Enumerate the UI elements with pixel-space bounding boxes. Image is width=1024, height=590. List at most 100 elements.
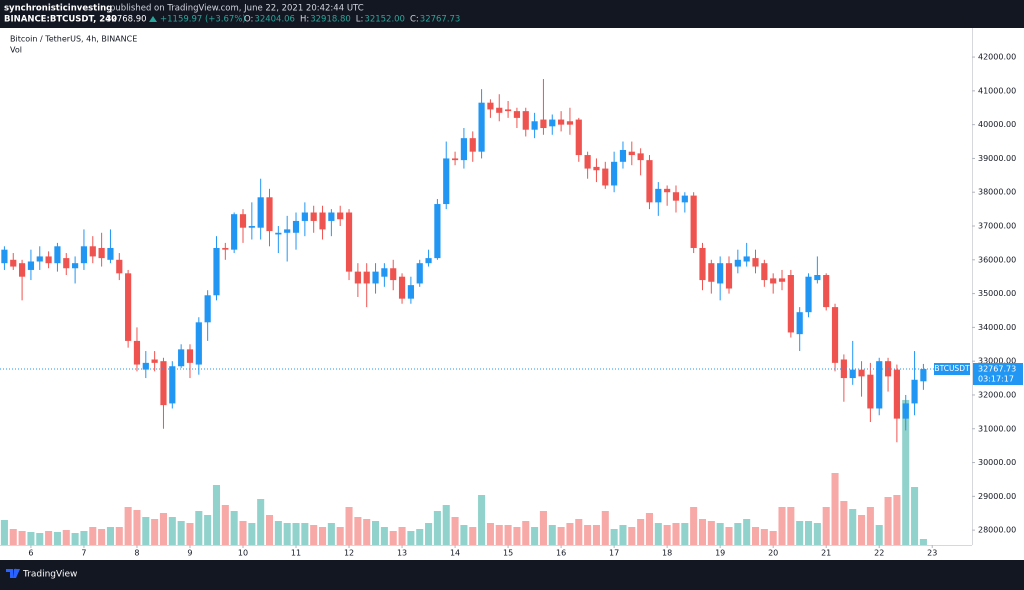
candle-body (584, 155, 591, 169)
x-tick-label: 13 (397, 549, 407, 558)
candle-body (487, 102, 494, 110)
candle-body (823, 275, 830, 308)
volume-bar (628, 527, 636, 545)
x-tick-label: 23 (927, 549, 937, 558)
candle-body (814, 275, 821, 281)
candle-body (116, 259, 123, 274)
candle-body (496, 107, 503, 113)
candle-body (213, 247, 220, 296)
volume-bar (504, 525, 512, 545)
candle-body (717, 263, 724, 284)
ohlc-value: 32404.06 (254, 15, 295, 25)
volume-bar (292, 523, 300, 545)
volume-bar (548, 525, 556, 545)
volume-bar (804, 521, 813, 545)
last-price: 32768.90 (106, 15, 147, 25)
candle-body (876, 361, 883, 409)
y-tick-label: 30000.00 (978, 458, 1016, 467)
volume-bar (71, 533, 79, 545)
candle-body (18, 263, 26, 277)
candle-body (27, 261, 35, 270)
candle-body (72, 263, 79, 269)
volume-bar (849, 509, 857, 545)
volume-bar (672, 523, 680, 545)
footer-bar (0, 560, 1024, 586)
candle-body (549, 119, 556, 127)
candle-body (575, 119, 582, 156)
volume-bar (106, 527, 114, 545)
candle-body (89, 246, 96, 257)
y-tick-label: 36000.00 (978, 255, 1016, 264)
candle-body (133, 340, 141, 365)
volume-bar (380, 527, 388, 545)
volume-bar (451, 517, 459, 545)
volume-bar (345, 507, 353, 545)
candle-body (354, 271, 361, 284)
logo (6, 568, 20, 578)
candle-body (902, 403, 909, 419)
volume-bar (769, 531, 777, 545)
volume-bar (301, 523, 309, 545)
volume-bar (9, 529, 17, 545)
volume-bar (690, 507, 698, 545)
volume-bar (610, 529, 618, 545)
candle-body (407, 285, 414, 299)
volume-bar (389, 531, 397, 545)
volume-bar (221, 505, 229, 545)
volume-bar (778, 507, 786, 545)
candle-body (619, 149, 627, 162)
candle-body (681, 195, 688, 203)
candle-body (345, 212, 353, 272)
volume-bar (133, 510, 141, 545)
y-tick-label: 38000.00 (978, 188, 1016, 197)
candle-body (504, 109, 512, 112)
candle-body (734, 259, 741, 267)
volume-bar (725, 527, 733, 545)
candle-body (778, 278, 786, 282)
volume-bar (919, 539, 927, 545)
candle-body (646, 160, 653, 203)
candle-body (672, 192, 680, 201)
x-tick-label: 12 (344, 549, 354, 558)
x-tick-label: 20 (768, 549, 778, 558)
volume-bar (195, 511, 203, 545)
candle-body (593, 166, 600, 171)
candle-body (98, 247, 105, 259)
volume-bar (115, 527, 123, 545)
volume-bar (557, 527, 565, 545)
candle-body (531, 121, 538, 130)
candle-body (416, 263, 423, 284)
volume-bar (858, 515, 866, 545)
volume-bar (875, 525, 883, 545)
candle-body (195, 322, 202, 365)
volume-bar (98, 529, 106, 545)
x-tick-label: 8 (134, 549, 139, 558)
volume-legend: Vol (10, 46, 22, 55)
candle-body (222, 247, 229, 250)
volume-bar (248, 523, 256, 545)
y-tick-label: 29000.00 (978, 492, 1016, 501)
candle-body (602, 168, 609, 186)
ohlc: O: 32404.06 H: 32918.80 L: 32152.00 C: 32767.73 (244, 15, 460, 25)
candle-body (787, 275, 794, 333)
candle-body (186, 349, 194, 363)
y-tick-label: 34000.00 (978, 323, 1016, 332)
candle-body (239, 214, 247, 228)
candle-body (558, 119, 565, 125)
volume-bar (274, 521, 282, 545)
candle-body (831, 307, 839, 363)
volume-bar (893, 495, 901, 545)
candle-body (522, 111, 529, 130)
volume-bar (425, 523, 433, 545)
volume-bar (186, 523, 194, 545)
volume-bar (53, 532, 61, 545)
candle-body (275, 232, 282, 235)
ohlc-value: 32152.00 (364, 15, 405, 25)
volume-bar (469, 527, 477, 545)
volume-bar (124, 507, 132, 545)
candle-body (858, 369, 865, 377)
volume-bar (442, 505, 450, 545)
candle-body (867, 374, 874, 409)
volume-bar (575, 519, 583, 545)
candle-body (752, 258, 759, 267)
